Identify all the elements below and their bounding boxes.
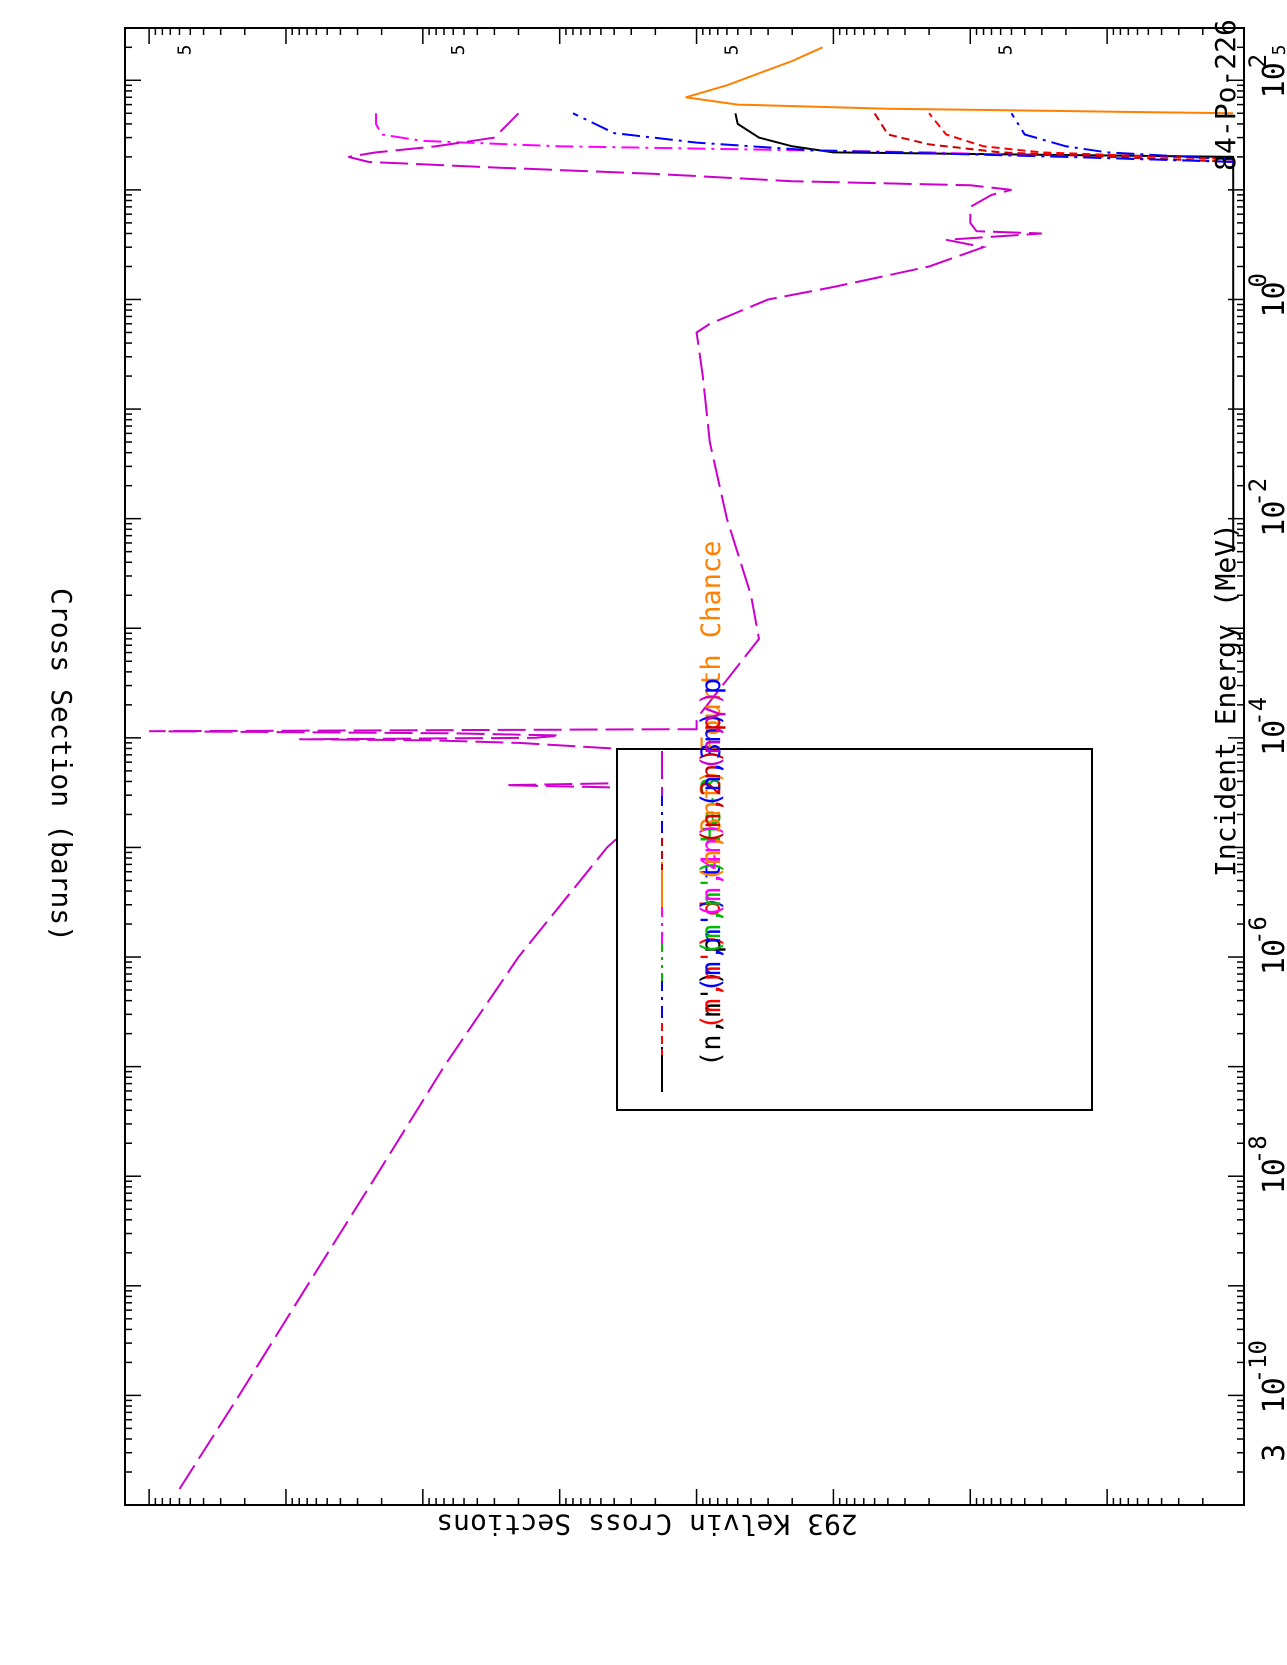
energy-tick-exp: -10 [1244,1340,1272,1383]
legend-entry: (n,γ) [696,690,727,771]
series-line-0 [734,113,1235,552]
energy-tick-exp: -2 [1244,478,1272,507]
legend-entry: (n,n') d [696,900,727,1030]
series-line-6 [873,112,1234,163]
energy-tick-exp: -4 [1244,697,1272,726]
energy-tick-text: 10 [1257,1377,1287,1413]
plot-frame [124,27,1245,1506]
legend-entry: (n,n') p [696,937,727,1067]
energy-tick-label: 10-4 [1244,697,1287,756]
energy-tick-text: 10 [1257,62,1287,98]
xs-tick-label: 102 [132,0,167,3]
series-line-7 [572,112,1234,163]
legend-entry: (n,3nf) Fourth Chance [696,541,727,882]
legend-box [616,748,1093,1111]
x-axis-label-screen: Incident Energy (MeV) [1209,523,1242,877]
energy-tick-label: 102 [1244,54,1287,99]
rotated-plot-group: 10-1010-810-610-410-2100102310210010-210… [45,0,1287,1541]
energy-tick-exp: -6 [1244,916,1272,945]
energy-tick-exp: 2 [1244,54,1272,68]
material-label: 84-Po-226 [1209,19,1242,171]
xs-tick-text: 10 [406,0,441,3]
energy-tick-label: 10-8 [1244,1135,1287,1194]
xs-minor-label: 5 [174,45,195,56]
energy-end-label: 3 [1257,1444,1287,1462]
xs-minor-label: 5 [448,45,469,56]
xs-minor-label: 5 [995,45,1016,56]
series-line-2 [1010,112,1234,161]
energy-tick-text: 10 [1257,720,1287,756]
legend-entry: (n,3n) p [696,678,727,808]
chart-title: 293 Kelvin Cross Sections [436,1508,857,1541]
axis-ticks [125,27,1245,1506]
xs-minor-label: 5 [722,45,743,56]
legend-entry: (n,n') t [696,863,727,993]
xs-tick-label: 10-4 [953,0,988,3]
xs-tick-label: 10-6 [1227,0,1262,3]
series-layer [149,46,1235,1490]
xs-tick-label: 100 [406,0,441,3]
series-line-5 [685,46,1234,115]
energy-tick-exp: -8 [1244,1135,1272,1164]
energy-tick-text: 10 [1257,939,1287,975]
legend-entry: (n,2n) p [696,715,727,845]
xs-tick-text: 10 [953,0,988,3]
xs-tick-label: 10-2 [680,0,715,3]
legend: (n,n') p(n,n') d(n,n') t(n,n') He-3(n,4n… [661,541,727,1092]
legend-entry: (n,n') He-3 [696,777,727,956]
energy-tick-label: 100 [1244,273,1287,318]
energy-tick-label: 10-2 [1244,478,1287,537]
energy-tick-text: 10 [1257,281,1287,317]
xs-minor-label: 5 [1269,45,1287,56]
y-axis-label: Cross Section (barns) [45,588,78,942]
energy-tick-exp: 0 [1244,273,1272,287]
series-line-1 [928,112,1234,161]
xs-tick-text: 10 [132,0,167,3]
energy-tick-label: 10-6 [1244,916,1287,975]
energy-tick-label: 10-10 [1244,1340,1287,1413]
xs-tick-text: 10 [1227,0,1262,3]
energy-tick-text: 10 [1257,501,1287,537]
xs-tick-text: 10 [680,0,715,3]
tick-labels: 10-1010-810-610-410-2100102310210010-210… [132,0,1287,1462]
legend-entry: (n,4n) [696,821,727,919]
energy-tick-text: 10 [1257,1158,1287,1194]
